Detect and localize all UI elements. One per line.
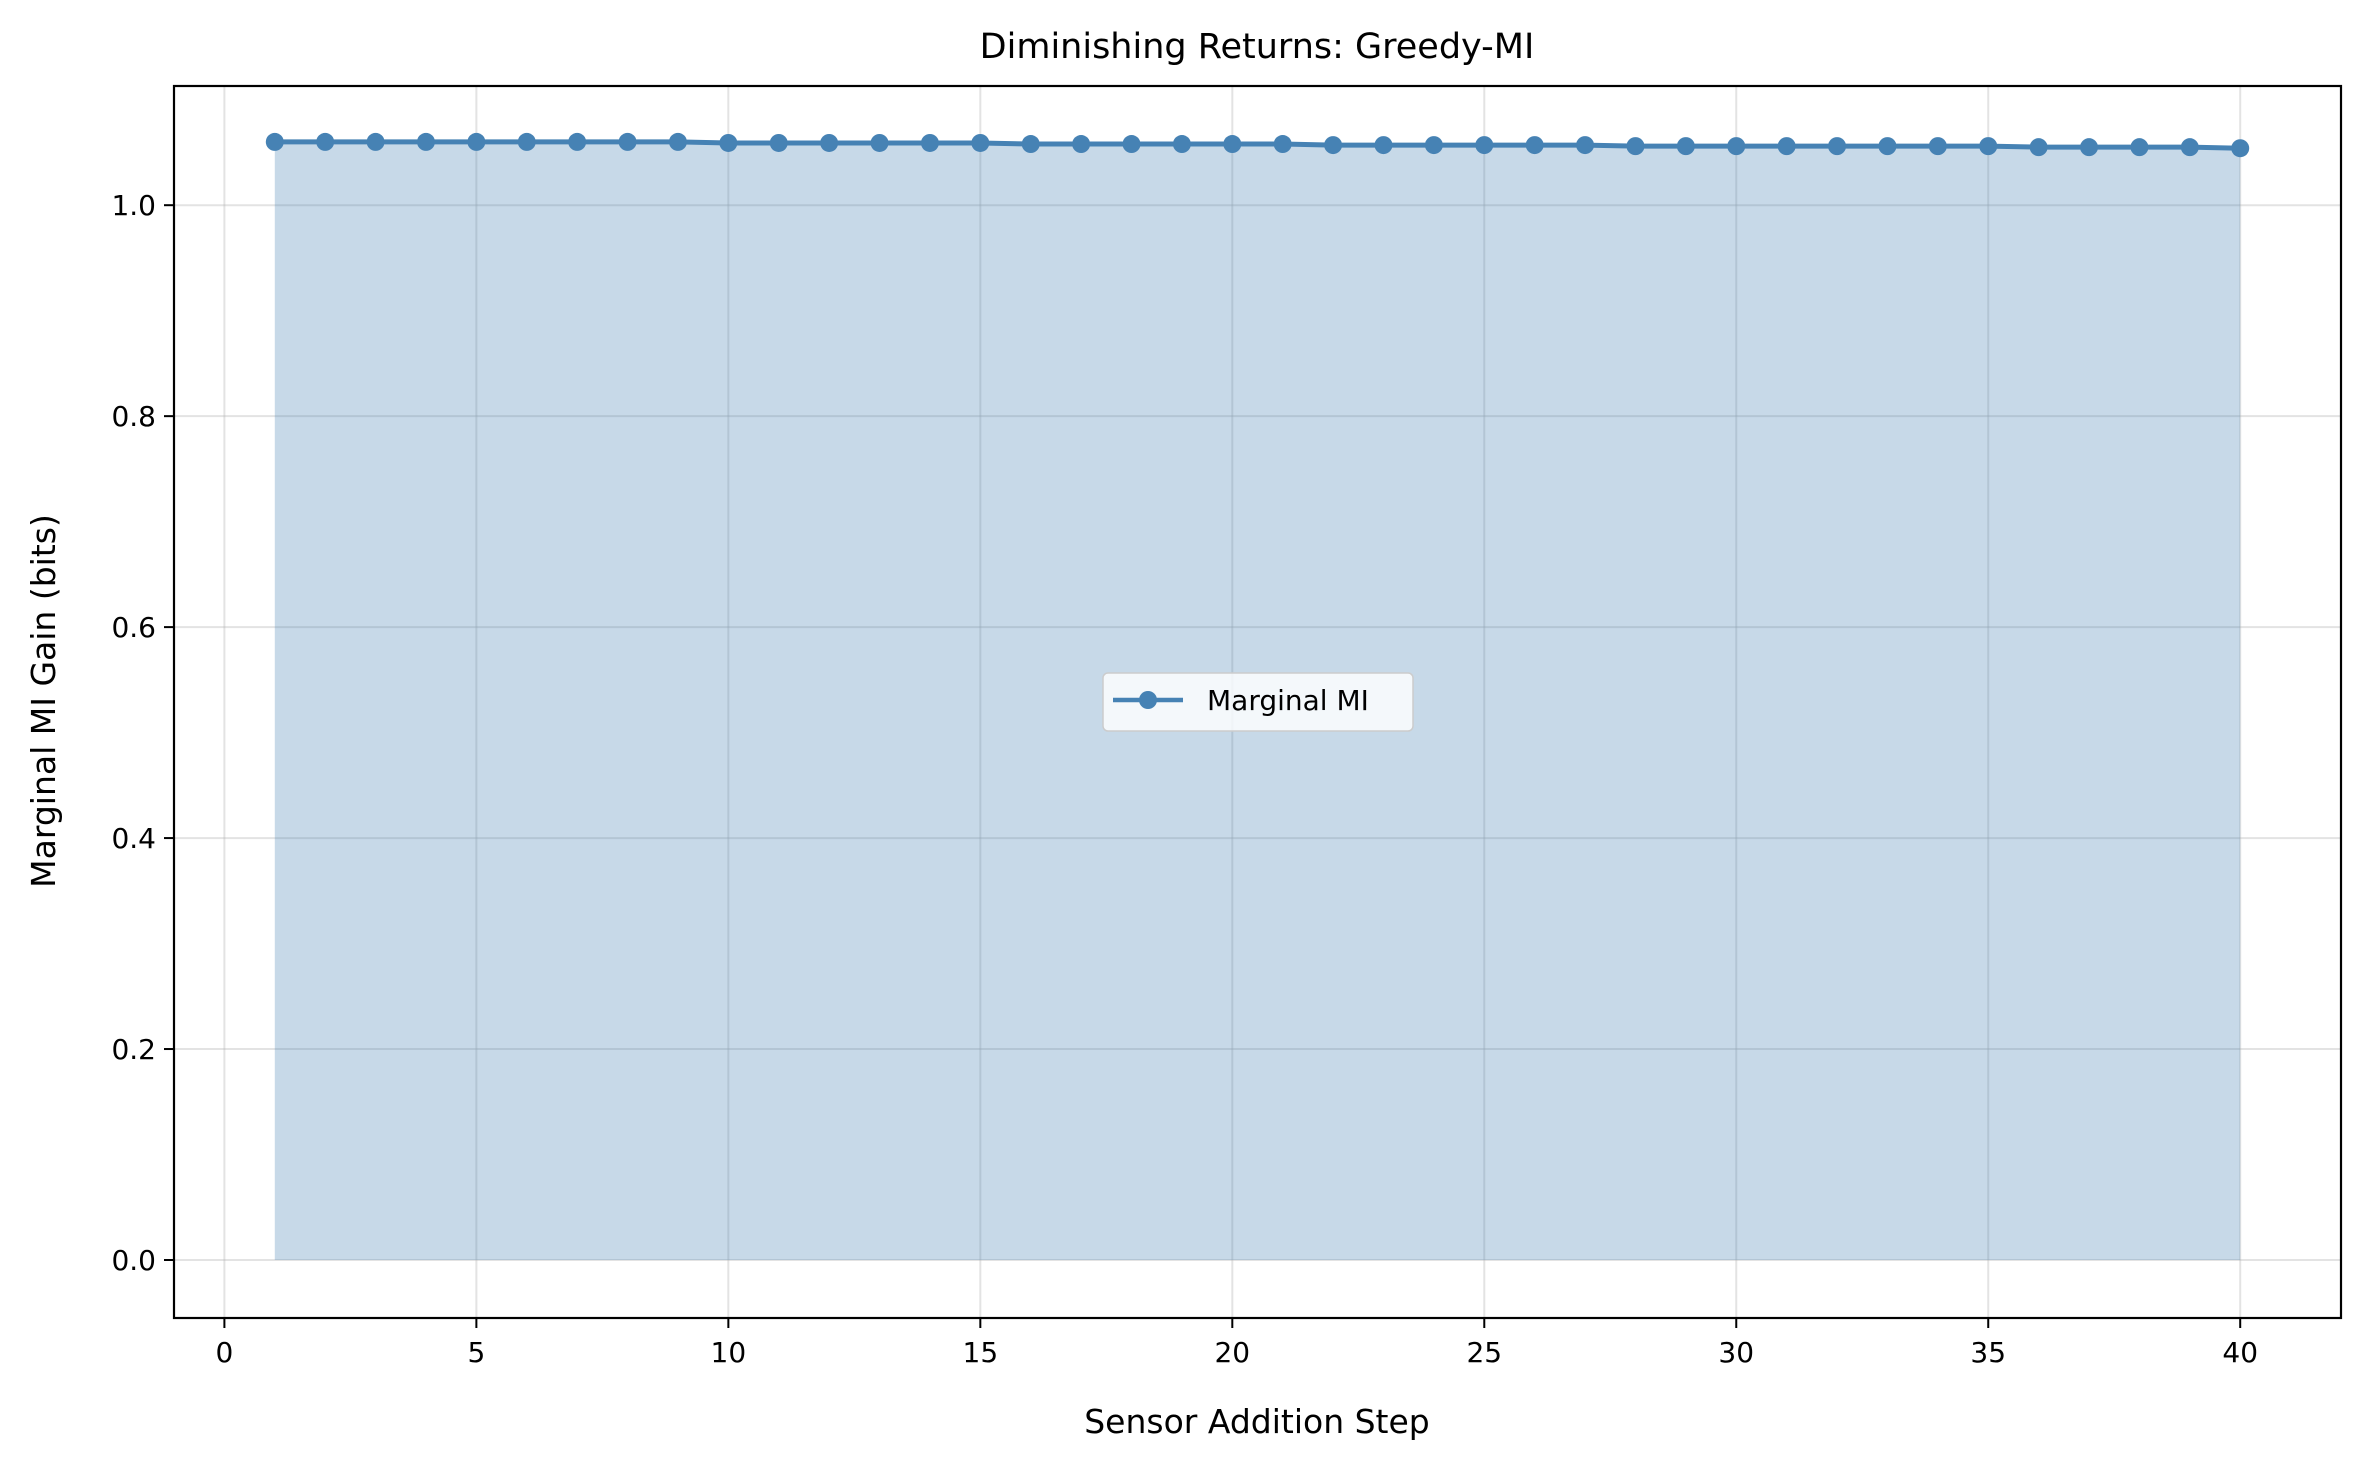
y-tick-label-1: 0.2 <box>111 1033 156 1066</box>
data-point-36 <box>2029 138 2048 157</box>
y-axis-ticks: 0.0 0.2 0.4 0.6 0.8 1.0 <box>111 189 174 1277</box>
data-point-26 <box>1525 136 1544 155</box>
data-point-37 <box>2080 138 2099 157</box>
data-point-1 <box>265 132 284 151</box>
data-point-38 <box>2130 138 2149 157</box>
x-tick-label-0: 0 <box>215 1336 233 1369</box>
x-tick-label-3: 15 <box>963 1336 999 1369</box>
y-axis-label: Marginal MI Gain (bits) <box>24 514 63 888</box>
legend-box <box>1102 672 1414 732</box>
data-point-30 <box>1727 137 1746 156</box>
data-point-13 <box>870 133 889 152</box>
data-point-3 <box>366 132 385 151</box>
data-point-16 <box>1021 135 1040 154</box>
y-tick-label-4: 0.8 <box>111 400 156 433</box>
data-point-15 <box>971 133 990 152</box>
data-point-4 <box>416 132 435 151</box>
data-point-2 <box>316 132 335 151</box>
data-point-18 <box>1122 135 1141 154</box>
x-tick-label-8: 40 <box>2222 1336 2258 1369</box>
data-point-27 <box>1576 136 1595 155</box>
y-tick-label-5: 1.0 <box>111 189 156 222</box>
legend: Marginal MI <box>1102 672 1414 732</box>
data-point-7 <box>568 132 587 151</box>
plot-frame <box>172 84 2343 1320</box>
y-tick-label-0: 0.0 <box>111 1244 156 1277</box>
y-tick-label-2: 0.4 <box>111 822 156 855</box>
data-point-40 <box>2231 139 2250 158</box>
data-point-24 <box>1424 136 1443 155</box>
data-point-33 <box>1878 137 1897 156</box>
data-point-31 <box>1777 137 1796 156</box>
data-point-17 <box>1072 135 1091 154</box>
data-point-39 <box>2180 138 2199 157</box>
x-tick-label-2: 10 <box>711 1336 747 1369</box>
data-point-23 <box>1374 136 1393 155</box>
data-point-8 <box>618 132 637 151</box>
x-tick-label-5: 25 <box>1466 1336 1502 1369</box>
x-tick-label-1: 5 <box>467 1336 485 1369</box>
data-point-34 <box>1928 137 1947 156</box>
data-point-20 <box>1223 135 1242 154</box>
chart-title: Diminishing Returns: Greedy-MI <box>980 27 1535 67</box>
data-point-9 <box>668 132 687 151</box>
data-point-10 <box>719 133 738 152</box>
x-tick-label-6: 30 <box>1718 1336 1754 1369</box>
y-tick-label-3: 0.6 <box>111 611 156 644</box>
legend-label: Marginal MI <box>1207 684 1369 717</box>
data-point-32 <box>1828 137 1847 156</box>
series-line <box>274 139 2241 151</box>
data-point-6 <box>517 132 536 151</box>
data-point-12 <box>820 133 839 152</box>
x-axis-ticks: 0 5 10 15 20 25 30 35 40 <box>215 1318 2258 1369</box>
x-tick-label-4: 20 <box>1214 1336 1250 1369</box>
data-point-22 <box>1324 136 1343 155</box>
data-point-11 <box>769 133 788 152</box>
line-layer <box>274 139 2241 151</box>
data-point-19 <box>1172 135 1191 154</box>
data-point-35 <box>1979 137 1998 156</box>
data-point-28 <box>1626 137 1645 156</box>
data-point-14 <box>920 133 939 152</box>
x-tick-label-7: 35 <box>1970 1336 2006 1369</box>
data-point-21 <box>1273 135 1292 154</box>
legend-marker-swatch <box>1139 691 1157 709</box>
data-point-29 <box>1676 137 1695 156</box>
data-point-5 <box>467 132 486 151</box>
data-point-25 <box>1475 136 1494 155</box>
marker-layer <box>265 132 2250 158</box>
x-axis-label: Sensor Addition Step <box>1084 1402 1430 1441</box>
grid <box>174 86 2341 1318</box>
